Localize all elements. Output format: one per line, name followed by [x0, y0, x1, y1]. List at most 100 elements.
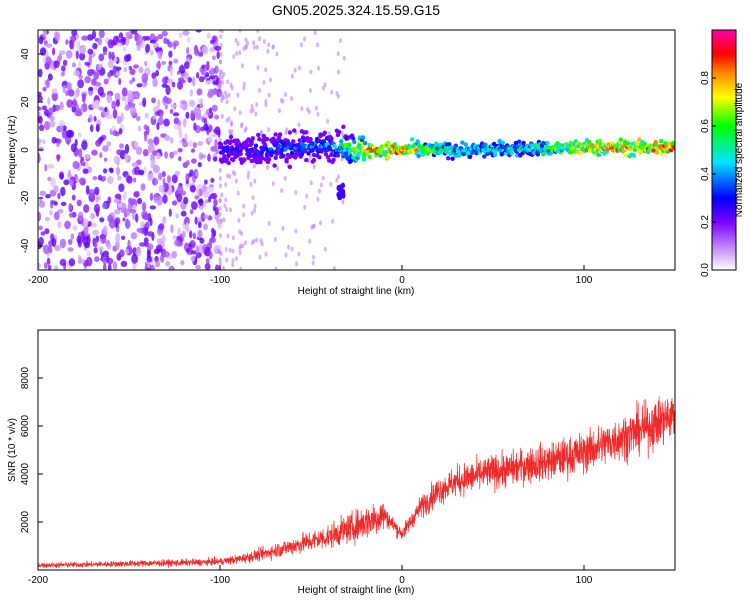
spectrogram-noise-blob — [215, 264, 220, 270]
spectrogram-noise-blob — [231, 258, 235, 263]
spectrogram-noise-blob — [194, 216, 198, 225]
spectrogram-noise-blob — [49, 209, 53, 216]
spectrogram-noise-blob — [218, 176, 222, 181]
spectrogram-noise-blob — [154, 111, 160, 116]
spectrogram-noise-blob — [79, 44, 87, 55]
spectrogram-noise-blob — [81, 140, 88, 151]
spectrogram-ridge-point — [360, 135, 366, 140]
spectrogram-noise-blob — [177, 120, 182, 127]
spectrogram-noise-blob — [93, 203, 100, 214]
spectrogram-noise-blob — [161, 30, 168, 37]
spectrogram-noise-blob — [178, 32, 183, 38]
spectrogram-noise-blob — [152, 178, 159, 186]
spectrogram-noise-blob — [191, 148, 195, 153]
spectrogram-noise-blob — [120, 260, 128, 268]
spectrogram-noise-blob — [183, 72, 190, 80]
spectrogram-noise-blob — [80, 103, 85, 110]
spectrogram-ridge-point — [453, 143, 459, 148]
spectrogram-ridge-point — [367, 154, 372, 160]
spectrogram-ridge-point — [328, 146, 333, 152]
spectrogram-noise-blob — [209, 47, 215, 53]
spectrogram-noise-blob — [284, 130, 288, 136]
spectrogram-ridge-point — [303, 148, 308, 154]
spectrogram-noise-blob — [133, 64, 139, 69]
spectrogram-noise-blob — [172, 112, 180, 117]
spectrogram-noise-blob — [140, 183, 146, 191]
spectrogram-noise-blob — [250, 104, 254, 109]
spectrogram-noise-blob — [176, 193, 183, 203]
spectrogram-noise-blob — [98, 53, 105, 62]
spectrogram-ridge-point — [460, 140, 465, 145]
spectrogram-noise-blob — [283, 175, 287, 181]
x-tick-label: 100 — [576, 275, 593, 286]
spectrogram-noise-blob — [157, 34, 164, 40]
spectrogram-noise-blob — [192, 232, 197, 240]
spectrogram-ridge-point — [482, 154, 487, 159]
spectrogram-noise-blob — [199, 237, 205, 244]
spectrogram-noise-blob — [195, 264, 201, 270]
spectrogram-noise-blob — [219, 69, 223, 75]
spectrogram-noise-blob — [103, 78, 109, 85]
spectrogram-noise-blob — [185, 173, 190, 182]
spectrogram-noise-blob — [226, 79, 230, 85]
spectrogram-noise-blob — [340, 130, 344, 136]
spectrogram-ridge-point — [452, 148, 457, 153]
x-tick-label: -200 — [28, 575, 48, 586]
spectrogram-ridge-point — [271, 150, 276, 155]
spectrogram-ridge-point — [450, 156, 455, 161]
spectrogram-noise-blob — [46, 257, 51, 265]
spectrogram-noise-blob — [126, 175, 133, 184]
spectrogram-noise-blob — [258, 88, 261, 93]
spectrogram-noise-blob — [240, 122, 244, 128]
spectrogram-noise-blob — [211, 133, 217, 138]
spectrogram-noise-blob — [218, 84, 222, 90]
spectrogram-x-ticks: -200 -100 0 100 — [28, 265, 593, 286]
spectrogram-noise-blob — [284, 92, 287, 98]
spectrogram-noise-blob — [208, 251, 213, 260]
spectrogram-noise-blob — [87, 48, 94, 55]
spectrogram-noise-blob — [164, 151, 169, 159]
spectrogram-noise-blob — [125, 218, 129, 226]
spectrogram-noise-blob — [57, 192, 61, 200]
spectrogram-noise-blob — [195, 72, 200, 79]
spectrogram-noise-blob — [196, 88, 203, 96]
spectrogram-ridge-point — [308, 137, 313, 142]
spectrogram-noise-blob — [237, 218, 241, 223]
spectrogram-noise-blob — [321, 85, 325, 91]
spectrogram-noise-blob — [329, 181, 333, 187]
spectrogram-noise-blob — [59, 258, 67, 266]
spectrogram-noise-blob — [99, 217, 105, 223]
snr-marks — [38, 396, 675, 569]
snr-x-label: Height of straight line (km) — [298, 585, 415, 596]
spectrogram-noise-blob — [136, 83, 143, 88]
spectrogram-noise-blob — [177, 148, 183, 153]
spectrogram-noise-blob — [196, 187, 200, 198]
spectrogram-noise-blob — [43, 40, 48, 45]
spectrogram-ridge-point — [631, 153, 637, 158]
spectrogram-noise-blob — [187, 77, 193, 83]
spectrogram-noise-blob — [84, 242, 90, 249]
spectrogram-noise-blob — [275, 51, 279, 57]
spectrogram-noise-blob — [153, 136, 160, 146]
spectrogram-noise-blob — [308, 88, 312, 94]
spectrogram-noise-blob — [60, 71, 65, 77]
spectrogram-noise-blob — [115, 99, 120, 107]
spectrogram-ridge-point — [346, 143, 352, 149]
spectrogram-noise-blob — [251, 107, 255, 113]
spectrogram-noise-blob — [204, 179, 208, 185]
spectrogram-ridge-point — [509, 150, 514, 156]
spectrogram-noise-blob — [290, 73, 294, 79]
spectrogram-noise-blob — [38, 68, 43, 78]
spectrogram-noise-blob — [114, 66, 122, 71]
spectrogram-noise-blob — [267, 42, 271, 48]
spectrogram-noise-blob — [133, 141, 139, 149]
spectrogram-noise-blob — [173, 43, 177, 50]
spectrogram-noise-blob — [53, 211, 60, 221]
spectrogram-ridge-point — [222, 154, 227, 159]
spectrogram-noise-blob — [214, 138, 218, 149]
spectrogram-noise-blob — [214, 114, 220, 120]
spectrogram-ridge-point — [317, 155, 322, 160]
spectrogram-noise-blob — [219, 42, 223, 48]
spectrogram-noise-blob — [137, 197, 143, 205]
spectrogram-noise-blob — [180, 210, 187, 217]
